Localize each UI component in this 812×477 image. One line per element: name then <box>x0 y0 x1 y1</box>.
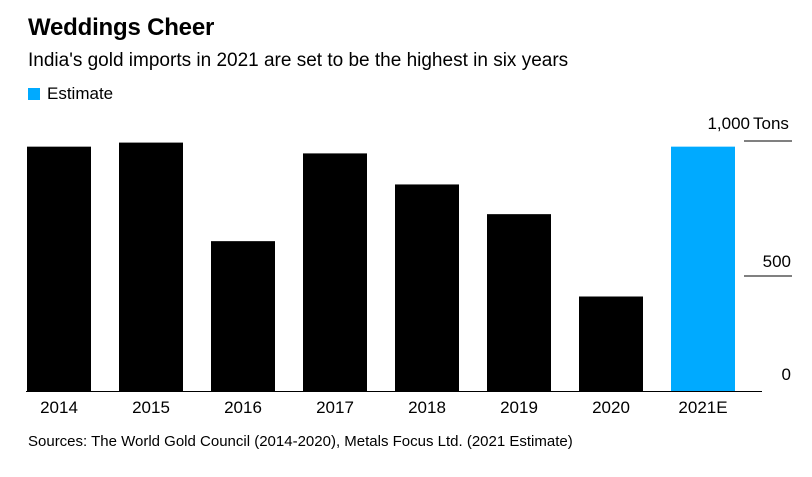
x-tick-label-2015: 2015 <box>132 398 170 417</box>
y-tick-label-0: 0 <box>782 365 791 384</box>
bar-2014 <box>27 146 91 391</box>
y-tick-label-1000: 1,000 <box>707 114 750 133</box>
legend-swatch-estimate <box>28 88 40 100</box>
source-note: Sources: The World Gold Council (2014-20… <box>28 433 573 450</box>
chart-subtitle: India's gold imports in 2021 are set to … <box>28 50 569 71</box>
legend-label-estimate: Estimate <box>47 84 114 103</box>
x-tick-label-2019: 2019 <box>500 398 538 417</box>
bar-2021E <box>671 146 735 391</box>
bar-2019 <box>487 214 551 391</box>
bar-2015 <box>119 142 183 391</box>
y-tick-label-500: 500 <box>763 252 791 271</box>
bar-chart: 1,000 Tons 500 0 2014 2015 2016 2017 2018 201… <box>26 114 792 417</box>
y-axis-unit: Tons <box>753 114 789 133</box>
legend: Estimate <box>28 84 113 104</box>
y-axis: 1,000 Tons 500 0 <box>707 114 792 384</box>
bar-2017 <box>303 153 367 391</box>
x-tick-label-2018: 2018 <box>408 398 446 417</box>
x-tick-label-2020: 2020 <box>592 398 630 417</box>
bar-2016 <box>211 241 275 391</box>
bars-group <box>27 142 735 391</box>
chart-title: Weddings Cheer <box>28 14 215 41</box>
x-tick-label-2017: 2017 <box>316 398 354 417</box>
bar-2020 <box>579 296 643 391</box>
x-axis-labels: 2014 2015 2016 2017 2018 2019 2020 2021E <box>40 398 728 417</box>
x-tick-label-2021E: 2021E <box>678 398 727 417</box>
x-tick-label-2016: 2016 <box>224 398 262 417</box>
bar-2018 <box>395 184 459 391</box>
x-tick-label-2014: 2014 <box>40 398 78 417</box>
